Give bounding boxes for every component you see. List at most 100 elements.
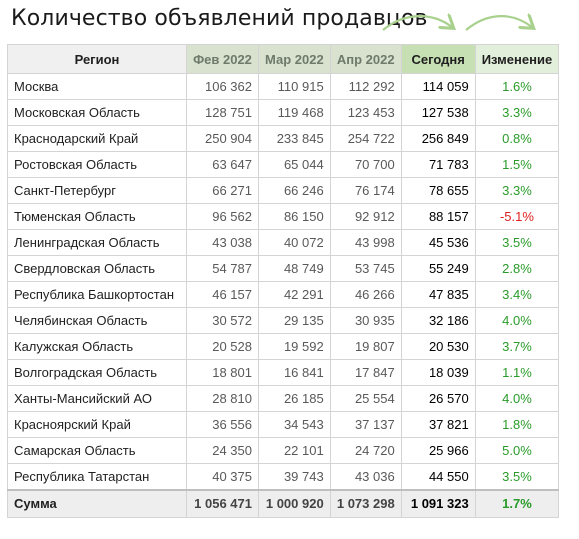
cell-feb: 106 362 (186, 73, 259, 100)
cell-apr: 30 935 (329, 307, 402, 334)
cell-change: 1.6% (474, 73, 560, 100)
cell-apr: 123 453 (329, 99, 402, 126)
cell-apr: 37 137 (329, 411, 402, 438)
cell-apr: 92 912 (329, 203, 402, 230)
table-row: Москва 106 362 110 915 112 292 114 059 1.6% (7, 73, 560, 100)
cell-region: Республика Татарстан (7, 463, 187, 490)
cell-apr: 254 722 (329, 125, 402, 152)
cell-region: Москва (7, 73, 187, 100)
header-region: Регион (7, 44, 187, 74)
header-mar: Мар 2022 (258, 44, 331, 74)
cell-change: 1.1% (474, 359, 560, 386)
cell-today: 45 536 (400, 229, 476, 256)
cell-apr: 46 266 (329, 281, 402, 308)
cell-apr: 70 700 (329, 151, 402, 178)
table-row: Ростовская Область 63 647 65 044 70 700 71 7… (7, 151, 560, 178)
cell-today: 55 249 (400, 255, 476, 282)
cell-mar: 1 000 920 (258, 488, 331, 518)
cell-change: 2.8% (474, 255, 560, 282)
table-row: Ханты-Мансийский АО 28 810 26 185 25 554 26 … (7, 385, 560, 412)
cell-today: 37 821 (400, 411, 476, 438)
cell-region: Ростовская Область (7, 151, 187, 178)
cell-today: 127 538 (400, 99, 476, 126)
cell-feb: 63 647 (186, 151, 259, 178)
cell-mar: 26 185 (258, 385, 331, 412)
table-row: Волгоградская Область 18 801 16 841 17 847 1… (7, 359, 560, 386)
cell-apr: 24 720 (329, 437, 402, 464)
cell-mar: 16 841 (258, 359, 331, 386)
cell-region: Московская Область (7, 99, 187, 126)
cell-feb: 30 572 (186, 307, 259, 334)
table-row: Челябинская Область 30 572 29 135 30 935 32 … (7, 307, 560, 334)
cell-apr: 43 036 (329, 463, 402, 490)
cell-feb: 43 038 (186, 229, 259, 256)
cell-today: 32 186 (400, 307, 476, 334)
cell-apr: 25 554 (329, 385, 402, 412)
cell-feb: 40 375 (186, 463, 259, 490)
cell-region: Ханты-Мансийский АО (7, 385, 187, 412)
table-row: Калужская Область 20 528 19 592 19 807 20 53… (7, 333, 560, 360)
cell-feb: 128 751 (186, 99, 259, 126)
cell-apr: 19 807 (329, 333, 402, 360)
cell-mar: 110 915 (258, 73, 331, 100)
cell-change: 4.0% (474, 307, 560, 334)
table-header-row: Регион Фев 2022 Мар 2022 Апр 2022 Сегодн… (7, 44, 560, 74)
cell-apr: 1 073 298 (329, 488, 402, 518)
cell-mar: 65 044 (258, 151, 331, 178)
cell-today: 88 157 (400, 203, 476, 230)
cell-feb: 36 556 (186, 411, 259, 438)
cell-today: 18 039 (400, 359, 476, 386)
page-title: Количество объявлений продавцов (11, 6, 428, 31)
cell-apr: 17 847 (329, 359, 402, 386)
cell-change: 5.0% (474, 437, 560, 464)
cell-apr: 43 998 (329, 229, 402, 256)
cell-region: Свердловская Область (7, 255, 187, 282)
cell-region: Ленинградская Область (7, 229, 187, 256)
table-body: Москва 106 362 110 915 112 292 114 059 1.6% Мо… (7, 73, 560, 518)
cell-mar: 233 845 (258, 125, 331, 152)
table-row: Краснодарский Край 250 904 233 845 254 722 2… (7, 125, 560, 152)
cell-mar: 66 246 (258, 177, 331, 204)
table-row: Самарская Область 24 350 22 101 24 720 25 96… (7, 437, 560, 464)
cell-mar: 19 592 (258, 333, 331, 360)
cell-region: Красноярский Край (7, 411, 187, 438)
cell-apr: 76 174 (329, 177, 402, 204)
cell-region: Краснодарский Край (7, 125, 187, 152)
cell-today: 114 059 (400, 73, 476, 100)
header-apr: Апр 2022 (329, 44, 402, 74)
header-today: Сегодня (400, 44, 476, 74)
cell-mar: 29 135 (258, 307, 331, 334)
cell-today: 78 655 (400, 177, 476, 204)
cell-change: 3.3% (474, 99, 560, 126)
cell-mar: 86 150 (258, 203, 331, 230)
cell-feb: 96 562 (186, 203, 259, 230)
arrow-to-change-icon (465, 16, 532, 31)
table-row: Республика Башкортостан 46 157 42 291 46 26… (7, 281, 560, 308)
cell-mar: 22 101 (258, 437, 331, 464)
cell-mar: 39 743 (258, 463, 331, 490)
cell-mar: 119 468 (258, 99, 331, 126)
cell-change: 1.8% (474, 411, 560, 438)
cell-change: 3.5% (474, 229, 560, 256)
cell-region: Тюменская Область (7, 203, 187, 230)
table-row: Ленинградская Область 43 038 40 072 43 998 4… (7, 229, 560, 256)
cell-today: 25 966 (400, 437, 476, 464)
cell-today: 256 849 (400, 125, 476, 152)
table-row: Красноярский Край 36 556 34 543 37 137 37 82… (7, 411, 560, 438)
total-row: Сумма 1 056 471 1 000 920 1 073 298 1 091 32… (7, 488, 560, 518)
cell-region: Волгоградская Область (7, 359, 187, 386)
cell-today: 26 570 (400, 385, 476, 412)
cell-feb: 1 056 471 (186, 488, 259, 518)
table-row: Тюменская Область 96 562 86 150 92 912 88 15… (7, 203, 560, 230)
cell-change: -5.1% (474, 203, 560, 230)
cell-mar: 42 291 (258, 281, 331, 308)
cell-feb: 54 787 (186, 255, 259, 282)
cell-change: 4.0% (474, 385, 560, 412)
cell-change: 3.3% (474, 177, 560, 204)
cell-feb: 46 157 (186, 281, 259, 308)
cell-region: Сумма (7, 488, 187, 518)
cell-change: 1.7% (474, 488, 560, 518)
cell-today: 47 835 (400, 281, 476, 308)
table-row: Московская Область 128 751 119 468 123 453 1… (7, 99, 560, 126)
cell-mar: 40 072 (258, 229, 331, 256)
